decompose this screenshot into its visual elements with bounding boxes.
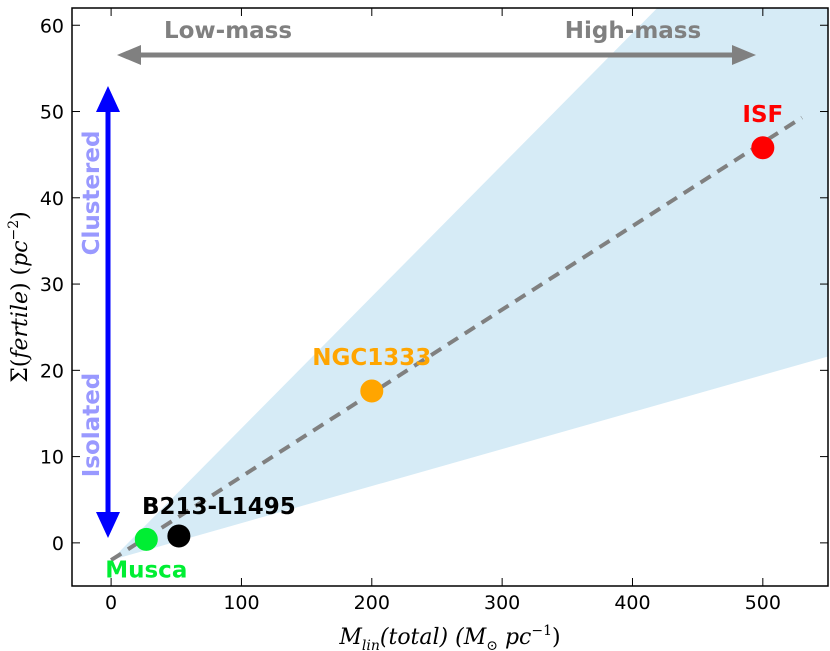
mass-arrow-left-head — [117, 45, 141, 65]
y-tick-label: 20 — [40, 360, 64, 382]
point-isf — [751, 136, 775, 160]
y-tick-label: 30 — [40, 274, 64, 296]
point-label-ngc1333: NGC1333 — [312, 345, 431, 371]
x-tick-label: 300 — [484, 592, 520, 614]
x-tick-label: 200 — [354, 592, 390, 614]
point-label-musca: Musca — [105, 557, 187, 583]
point-ngc1333 — [360, 379, 384, 403]
low-mass-label: Low-mass — [164, 18, 292, 44]
shaded-wedge — [111, 8, 828, 561]
x-tick-label: 400 — [614, 592, 650, 614]
x-tick-label: 100 — [223, 592, 259, 614]
cluster-arrow-bottom-head — [96, 512, 120, 538]
point-label-b213-l1495: B213-L1495 — [142, 494, 296, 520]
point-musca — [134, 527, 158, 551]
y-tick-label: 40 — [40, 188, 64, 210]
y-tick-label: 60 — [40, 15, 64, 37]
y-axis-label: Σ(fertile) (pc−2) — [6, 211, 33, 383]
y-tick-label: 50 — [40, 102, 64, 124]
x-tick-label: 0 — [105, 592, 117, 614]
plot-frame — [71, 7, 829, 587]
y-tick-label: 10 — [40, 447, 64, 469]
isolated-label: Isolated — [79, 373, 105, 478]
high-mass-label: High-mass — [565, 18, 701, 44]
fit-line — [110, 115, 804, 562]
cluster-arrow-top-head — [96, 86, 120, 112]
point-b213-l1495 — [167, 524, 191, 548]
y-tick-label: 0 — [52, 533, 64, 555]
mass-arrow-right-head — [732, 45, 756, 65]
clustered-label: Clustered — [79, 131, 105, 256]
point-label-isf: ISF — [742, 102, 783, 128]
x-axis-label: Mlin(total) (M⊙ pc−1) — [338, 623, 560, 651]
x-tick-label: 500 — [745, 592, 781, 614]
